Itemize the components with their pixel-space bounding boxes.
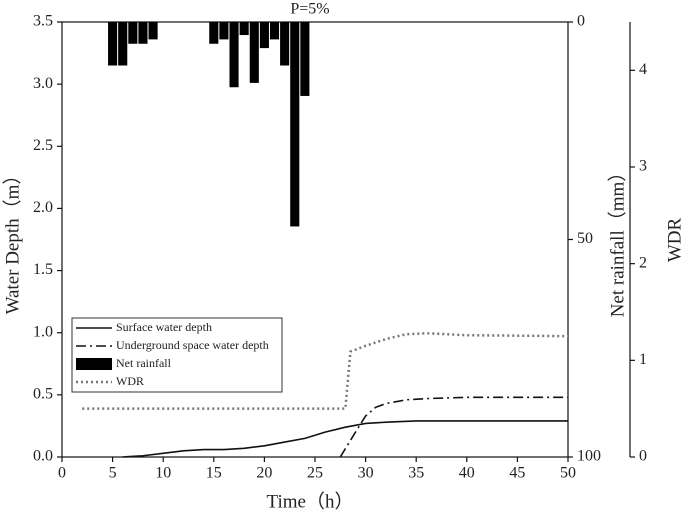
bar bbox=[239, 22, 249, 36]
bar bbox=[290, 22, 300, 227]
legend-label: Net rainfall bbox=[116, 356, 172, 370]
x-tick-label: 45 bbox=[509, 465, 525, 482]
y-tick-label: 1.5 bbox=[33, 261, 53, 278]
legend-box bbox=[71, 317, 283, 393]
y2-axis-label: Net rainfall（mm） bbox=[606, 163, 628, 318]
bar bbox=[138, 22, 148, 44]
bar bbox=[229, 22, 239, 88]
legend-label: WDR bbox=[116, 374, 144, 388]
legend-label: Surface water depth bbox=[116, 320, 212, 334]
legend-label: Underground space water depth bbox=[116, 338, 269, 352]
x-tick-label: 35 bbox=[408, 465, 424, 482]
y3-tick-label: 2 bbox=[639, 254, 647, 271]
y3-axis-label: WDR bbox=[664, 218, 685, 263]
y2-tick-label: 0 bbox=[577, 13, 585, 30]
y-tick-label: 0.5 bbox=[33, 386, 53, 403]
y-axis-label: Water Depth（m） bbox=[1, 166, 23, 315]
y-tick-label: 3.0 bbox=[33, 75, 53, 92]
bar bbox=[118, 22, 128, 66]
bar bbox=[128, 22, 138, 44]
y2-tick-label: 50 bbox=[577, 230, 593, 247]
line bbox=[339, 396, 568, 458]
x-tick-label: 30 bbox=[358, 465, 374, 482]
x-tick-label: 10 bbox=[155, 465, 171, 482]
x-tick-label: 50 bbox=[560, 465, 576, 482]
y-tick-label: 0.0 bbox=[33, 448, 53, 465]
bar bbox=[108, 22, 118, 66]
bar bbox=[249, 22, 259, 83]
bar bbox=[259, 22, 269, 49]
bar bbox=[148, 22, 158, 40]
legend-swatch bbox=[76, 358, 112, 370]
y-tick-label: 2.0 bbox=[33, 199, 53, 216]
y-tick-label: 2.5 bbox=[33, 137, 53, 154]
bar bbox=[269, 22, 280, 40]
line bbox=[122, 420, 568, 458]
y3-tick-label: 0 bbox=[639, 448, 647, 465]
y3-tick-label: 4 bbox=[639, 61, 647, 78]
x-axis-label: Time（h） bbox=[267, 490, 354, 512]
bar bbox=[209, 22, 219, 44]
x-tick-label: 20 bbox=[256, 465, 272, 482]
x-tick-label: 40 bbox=[459, 465, 475, 482]
bar bbox=[219, 22, 229, 40]
chart-title: P=5% bbox=[290, 1, 329, 18]
x-tick-label: 0 bbox=[58, 465, 66, 482]
bar bbox=[300, 22, 310, 96]
y-tick-label: 1.0 bbox=[33, 323, 53, 340]
y3-tick-label: 3 bbox=[639, 158, 647, 175]
x-tick-label: 5 bbox=[109, 465, 117, 482]
y3-tick-label: 1 bbox=[639, 351, 647, 368]
bar bbox=[280, 22, 290, 66]
y2-tick-label: 100 bbox=[577, 448, 601, 465]
y-tick-label: 3.5 bbox=[33, 13, 53, 30]
x-tick-label: 15 bbox=[206, 465, 222, 482]
x-tick-label: 25 bbox=[307, 465, 323, 482]
line bbox=[82, 332, 569, 410]
